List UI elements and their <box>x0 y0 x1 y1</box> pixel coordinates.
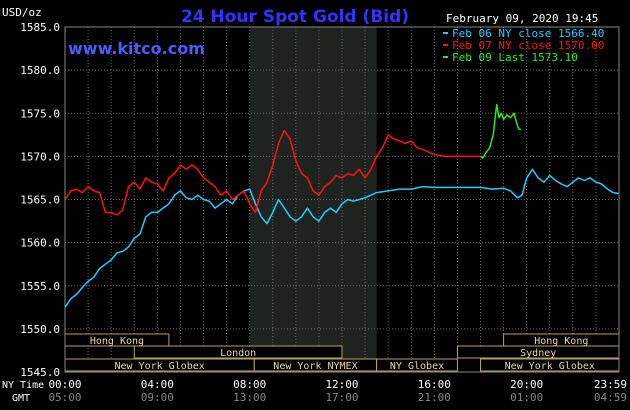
session-bar <box>376 358 458 372</box>
series-line-feb-07 <box>64 129 481 216</box>
legend-entry: Feb 06 NY close 1566.40 <box>452 27 604 40</box>
x-tick-label-ny: 23:59 <box>594 378 627 391</box>
session-label: New York Globex <box>114 361 204 372</box>
x-tick-label-gmt: 21:00 <box>418 391 451 404</box>
session-label: New York NYMEX <box>273 361 357 372</box>
x-tick-label-gmt: 13:00 <box>233 391 266 404</box>
website-link[interactable]: www.kitco.com <box>68 39 205 58</box>
series-line-feb-06 <box>64 168 619 308</box>
session-label: Hong Kong <box>534 336 588 347</box>
y-axis-label: USD/oz <box>2 6 42 19</box>
y-tick-label: 1560.0 <box>20 237 60 250</box>
chart-title: 24 Hour Spot Gold (Bid) <box>181 7 409 27</box>
trading-sessions: Hong Kong Hong Kong London Sydney New York G… <box>64 333 620 372</box>
session-label: New York Globex <box>505 361 595 372</box>
x-tick-label-ny: 20:00 <box>510 378 543 391</box>
legend-entry: Feb 07 NY close 1570.00 <box>452 39 604 52</box>
y-tick-label: 1565.0 <box>20 194 60 207</box>
x-tick-label-gmt: 05:00 <box>48 391 81 404</box>
y-tick-label: 1550.0 <box>20 323 60 336</box>
session-label: Sydney <box>520 348 556 359</box>
x-tick-label-ny: 04:00 <box>141 378 174 391</box>
y-tick-label: 1570.0 <box>20 150 60 163</box>
y-tick-label: 1575.0 <box>20 107 60 120</box>
nymex-session-highlight <box>249 27 377 372</box>
x-tick-label-gmt: 01:00 <box>510 391 543 404</box>
series-line-feb-09 <box>480 103 522 159</box>
ny-time-row-label: NY Time <box>2 380 44 391</box>
y-tick-label: 1555.0 <box>20 280 60 293</box>
plot-frame <box>64 26 620 373</box>
chart-datetime: February 09, 2020 19:45 <box>446 12 598 25</box>
y-tick-label: 1580.0 <box>20 64 60 77</box>
y-tick-label: 1545.0 <box>20 366 60 379</box>
price-series <box>64 103 619 308</box>
session-label: NY Globex <box>390 361 444 372</box>
x-tick-label-ny: 12:00 <box>325 378 358 391</box>
gmt-row-label: GMT <box>12 393 30 404</box>
y-tick-label: 1585.0 <box>20 21 60 34</box>
x-tick-label-ny: 16:00 <box>418 378 451 391</box>
x-tick-label-gmt: 17:00 <box>325 391 358 404</box>
session-bar <box>133 345 343 359</box>
session-label: Hong Kong <box>90 336 144 347</box>
legend-entry: Feb 09 Last 1573.10 <box>452 51 578 64</box>
x-tick-label-ny: 08:00 <box>233 378 266 391</box>
x-tick-label-gmt: 04:59 <box>594 391 627 404</box>
x-tick-label-gmt: 09:00 <box>141 391 174 404</box>
session-label: London <box>220 348 256 359</box>
y-axis-ticks: 1545.0 1550.0 1555.0 1560.0 1565.0 1570.0 1575… <box>20 21 60 379</box>
x-tick-label-ny: 00:00 <box>48 378 81 391</box>
